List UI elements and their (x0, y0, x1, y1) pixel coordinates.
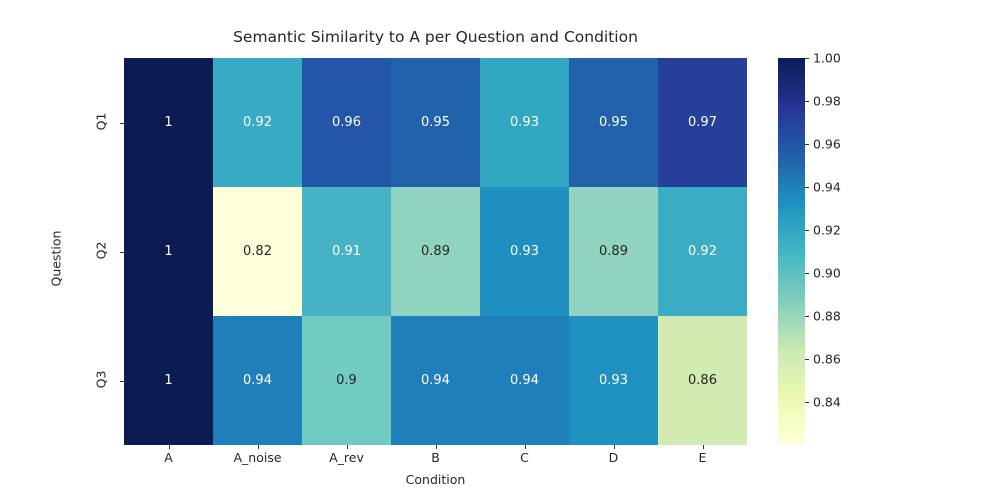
x-tick-mark (613, 445, 615, 449)
x-tick-mark (257, 445, 259, 449)
heatmap-cell-value: 0.95 (421, 115, 450, 130)
heatmap-cell-value: 0.96 (332, 115, 361, 130)
x-tick-label: B (431, 450, 440, 465)
heatmap-cell: 1 (124, 58, 213, 187)
heatmap-cell-value: 0.91 (332, 244, 361, 259)
y-axis-label: Question (48, 230, 64, 287)
y-tick-label: Q1 (0, 112, 110, 130)
heatmap-cell-value: 1 (164, 115, 173, 130)
x-tick-label: C (520, 450, 529, 465)
heatmap-cell: 0.93 (569, 316, 658, 445)
heatmap-cell-value: 0.97 (688, 115, 717, 130)
y-tick-mark (120, 251, 124, 253)
heatmap-cell: 0.89 (391, 187, 480, 316)
heatmap-cell-value: 0.9 (336, 373, 357, 388)
heatmap-cell: 0.91 (302, 187, 391, 316)
y-tick-label-text: Q3 (93, 370, 109, 388)
x-tick-mark (702, 445, 704, 449)
x-tick-mark (435, 445, 437, 449)
colorbar-tick-label: 0.88 (813, 308, 841, 324)
y-tick-label: Q3 (0, 370, 110, 388)
heatmap-cell-value: 0.86 (688, 373, 717, 388)
heatmap-cell: 0.97 (658, 58, 747, 187)
colorbar-tick-mark (805, 187, 809, 188)
colorbar-tick-mark (805, 402, 809, 403)
heatmap-cell-value: 0.94 (421, 373, 450, 388)
colorbar-tick-mark (805, 101, 809, 102)
x-tick-label: A (164, 450, 173, 465)
heatmap-cell: 0.82 (213, 187, 302, 316)
colorbar-tick-label: 0.90 (813, 265, 841, 281)
heatmap-cell: 0.94 (480, 316, 569, 445)
heatmap-cell: 0.92 (213, 58, 302, 187)
heatmap-cell: 0.94 (391, 316, 480, 445)
y-tick-label-text: Q2 (93, 241, 109, 259)
heatmap-cell-value: 0.95 (599, 115, 628, 130)
colorbar-tick-label: 0.98 (813, 93, 841, 109)
heatmap-cell-value: 0.94 (510, 373, 539, 388)
heatmap-cell-value: 1 (164, 244, 173, 259)
x-tick-mark (168, 445, 170, 449)
y-tick-mark (120, 122, 124, 124)
heatmap-cell: 1 (124, 316, 213, 445)
heatmap-cell-value: 1 (164, 373, 173, 388)
colorbar-tick-mark (805, 273, 809, 274)
colorbar-gradient (778, 58, 805, 445)
heatmap-cell: 0.92 (658, 187, 747, 316)
colorbar (778, 58, 805, 445)
colorbar-tick-label: 0.84 (813, 394, 841, 410)
x-tick-label: A_rev (329, 450, 364, 465)
x-tick-label: D (608, 450, 619, 465)
heatmap-cell: 0.89 (569, 187, 658, 316)
y-tick-label-text: Q1 (93, 112, 109, 130)
heatmap-cell: 0.94 (213, 316, 302, 445)
heatmap-cell: 0.95 (569, 58, 658, 187)
heatmap-cell-value: 0.82 (243, 244, 272, 259)
heatmap-cell-value: 0.93 (599, 373, 628, 388)
colorbar-tick-mark (805, 58, 809, 59)
heatmap-cell: 1 (124, 187, 213, 316)
heatmap-cell-value: 0.94 (243, 373, 272, 388)
heatmap-cell-value: 0.89 (599, 244, 628, 259)
colorbar-tick-mark (805, 144, 809, 145)
heatmap-cell: 0.96 (302, 58, 391, 187)
heatmap-cell-value: 0.93 (510, 115, 539, 130)
colorbar-tick-mark (805, 359, 809, 360)
colorbar-tick-label: 0.92 (813, 222, 841, 238)
heatmap-cell: 0.9 (302, 316, 391, 445)
heatmap-cell-value: 0.92 (243, 115, 272, 130)
x-tick-mark (346, 445, 348, 449)
heatmap-cell: 0.95 (391, 58, 480, 187)
y-tick-mark (120, 380, 124, 382)
colorbar-tick-label: 0.94 (813, 179, 841, 195)
x-axis-label: Condition (405, 472, 466, 487)
heatmap-cell: 0.93 (480, 58, 569, 187)
x-tick-mark (524, 445, 526, 449)
colorbar-tick-mark (805, 316, 809, 317)
heatmap-cell: 0.86 (658, 316, 747, 445)
colorbar-tick-label: 0.86 (813, 351, 841, 367)
colorbar-tick-label: 0.96 (813, 136, 841, 152)
x-tick-label: A_noise (233, 450, 282, 465)
heatmap-cell-value: 0.92 (688, 244, 717, 259)
heatmap-cell-value: 0.93 (510, 244, 539, 259)
colorbar-tick-mark (805, 230, 809, 231)
heatmap-grid: 1 0.92 0.96 0.95 0.93 0.95 0.97 1 0.82 0.91 0.89 0.… (124, 58, 747, 445)
heatmap-cell-value: 0.89 (421, 244, 450, 259)
chart-title: Semantic Similarity to A per Question an… (233, 28, 638, 46)
heatmap-cell: 0.93 (480, 187, 569, 316)
x-tick-label: E (698, 450, 707, 465)
colorbar-tick-label: 1.00 (813, 50, 841, 66)
